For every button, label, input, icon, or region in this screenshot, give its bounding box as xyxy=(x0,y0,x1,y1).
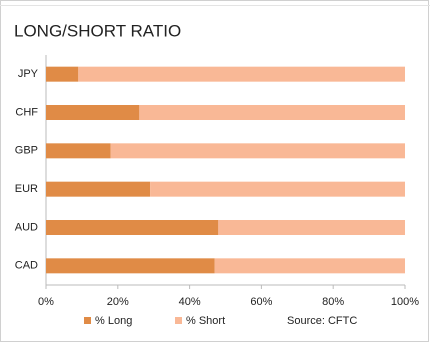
bar xyxy=(78,66,405,82)
bar xyxy=(46,105,140,120)
bar xyxy=(46,220,219,235)
annotation: Source: CFTC xyxy=(287,315,357,327)
y-tick-label: CAD xyxy=(15,260,38,272)
x-tick-label: 60% xyxy=(250,296,272,308)
bar xyxy=(46,66,79,82)
y-tick-label: EUR xyxy=(15,183,38,195)
bar xyxy=(46,181,151,197)
y-tick-label: AUD xyxy=(15,221,38,233)
bar xyxy=(150,181,405,197)
bar xyxy=(218,220,405,235)
x-tick-label: 0% xyxy=(38,296,54,308)
x-tick-label: 20% xyxy=(107,296,129,308)
x-tick-label: 100% xyxy=(391,296,419,308)
bar xyxy=(214,258,405,274)
legend-label: % Short xyxy=(186,315,225,327)
bar xyxy=(139,105,405,120)
y-tick-label: GBP xyxy=(15,145,38,157)
bar xyxy=(110,143,406,159)
y-tick-label: CHF xyxy=(15,106,38,118)
legend-label: % Long xyxy=(95,315,132,327)
bar xyxy=(46,143,111,159)
bar xyxy=(46,258,215,274)
x-tick-label: 40% xyxy=(179,296,201,308)
chart-title: LONG/SHORT RATIO xyxy=(14,21,181,40)
legend-swatch xyxy=(175,317,182,324)
legend-swatch xyxy=(84,317,91,324)
y-tick-label: JPY xyxy=(18,68,39,80)
x-tick-label: 80% xyxy=(322,296,344,308)
